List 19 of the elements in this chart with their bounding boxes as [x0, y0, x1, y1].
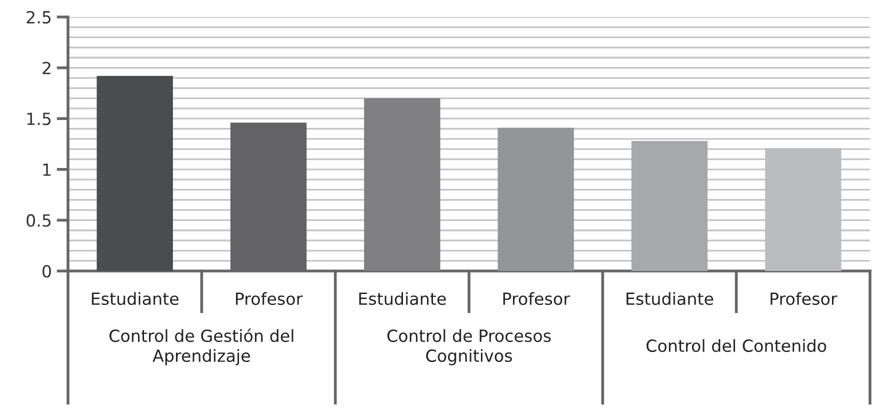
bar — [631, 140, 708, 271]
x-tick-label: Profesor — [770, 292, 838, 306]
y-tick-label: 0 — [42, 264, 51, 278]
y-tick-label: 1 — [43, 164, 50, 176]
x-tick-label: Estudiante — [626, 292, 714, 306]
x-tick-label: Estudiante — [92, 292, 178, 306]
x-tick-label: Profesor — [503, 292, 570, 306]
y-tick-label: 1.5 — [27, 112, 51, 126]
bar — [364, 98, 440, 271]
x-tick-label: Profesor — [236, 292, 303, 306]
bar — [96, 76, 173, 271]
y-tick-label: 0.5 — [26, 214, 51, 227]
x-tick-label: Estudiante — [359, 292, 446, 306]
text: Control del Contenido — [646, 339, 826, 352]
y-tick-label: 2 — [42, 62, 50, 74]
text: Control de Gestión del Aprendizaje — [110, 328, 294, 366]
bar — [498, 128, 574, 271]
y-tick-label: 2.5 — [26, 10, 51, 24]
text: Control de Procesos Cognitivos — [387, 329, 551, 366]
